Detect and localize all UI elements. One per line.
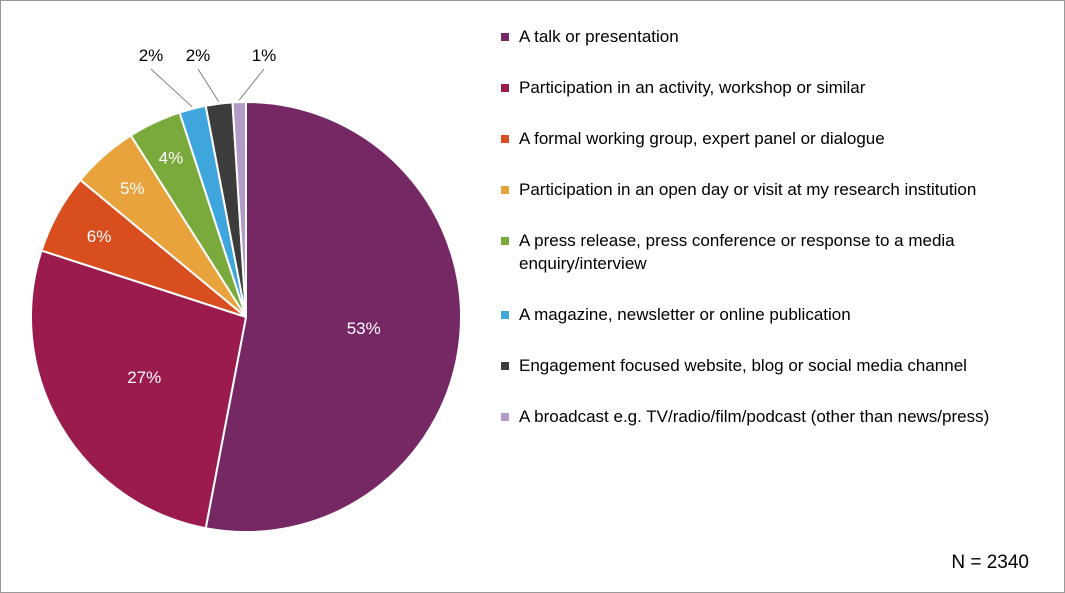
chart-container: 53% 27% 6% 5% 4% 2% 2% 1% A talk or presentatio… [0, 0, 1065, 593]
slice-label: 27% [127, 368, 161, 387]
legend-label: A press release, press conference or res… [519, 230, 1034, 276]
legend-marker [501, 84, 509, 92]
leader-line [239, 69, 264, 100]
legend-marker [501, 135, 509, 143]
legend-item: A magazine, newsletter or online publica… [501, 304, 1034, 327]
slice-label: 53% [347, 319, 381, 338]
legend-marker [501, 413, 509, 421]
pie-chart: 53% 27% 6% 5% 4% 2% 2% 1% [1, 17, 491, 577]
legend-marker [501, 311, 509, 319]
slice-label: 2% [139, 46, 164, 65]
leader-line [198, 69, 219, 102]
legend-marker [501, 33, 509, 41]
legend-label: A formal working group, expert panel or … [519, 128, 1034, 151]
legend-marker [501, 237, 509, 245]
legend-label: A magazine, newsletter or online publica… [519, 304, 1034, 327]
legend-label: A broadcast e.g. TV/radio/film/podcast (… [519, 406, 1034, 429]
legend-item: A press release, press conference or res… [501, 230, 1034, 276]
legend-item: A broadcast e.g. TV/radio/film/podcast (… [501, 406, 1034, 429]
leader-line [151, 69, 192, 107]
legend-marker [501, 186, 509, 194]
legend-marker [501, 362, 509, 370]
legend-item: Participation in an open day or visit at… [501, 179, 1034, 202]
legend-label: Participation in an open day or visit at… [519, 179, 1034, 202]
legend-label: Participation in an activity, workshop o… [519, 77, 1034, 100]
legend-area: A talk or presentation Participation in a… [491, 1, 1064, 592]
pie-area: 53% 27% 6% 5% 4% 2% 2% 1% [1, 1, 491, 592]
legend-item: Participation in an activity, workshop o… [501, 77, 1034, 100]
slice-label: 6% [87, 227, 112, 246]
legend-item: A talk or presentation [501, 26, 1034, 49]
slice-label: 1% [252, 46, 277, 65]
slice-label: 2% [186, 46, 211, 65]
slice-label: 5% [120, 178, 145, 197]
sample-size-label: N = 2340 [951, 552, 1029, 574]
legend-label: Engagement focused website, blog or soci… [519, 355, 1034, 378]
legend-list: A talk or presentation Participation in a… [501, 26, 1034, 428]
legend-item: Engagement focused website, blog or soci… [501, 355, 1034, 378]
legend-item: A formal working group, expert panel or … [501, 128, 1034, 151]
slice-label: 4% [159, 148, 184, 167]
legend-label: A talk or presentation [519, 26, 1034, 49]
